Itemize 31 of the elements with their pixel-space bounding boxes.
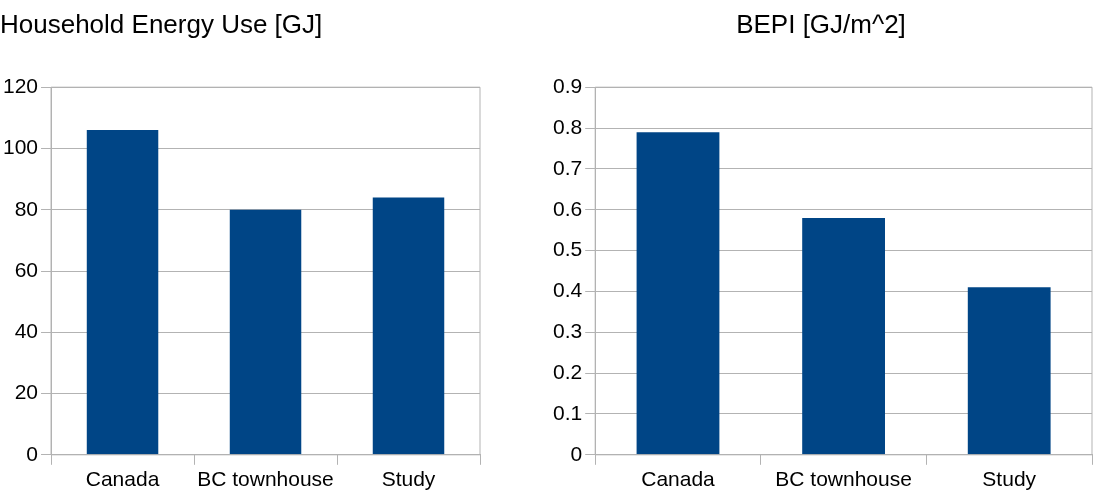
x-tick-label: BC townhouse	[197, 467, 334, 491]
bar	[86, 130, 159, 455]
y-tick-label: 0.3	[552, 319, 583, 343]
bar	[802, 217, 885, 455]
x-tick-label: Study	[982, 467, 1037, 491]
y-tick-label: 80	[14, 196, 39, 220]
y-tick-label: 100	[2, 135, 39, 159]
x-tick-label: Study	[381, 467, 436, 491]
y-tick-label: 0.9	[552, 74, 583, 97]
y-tick-label: 0	[26, 441, 39, 465]
y-tick-label: 0.7	[552, 155, 583, 179]
chart-title: Household Energy Use [GJ]	[0, 8, 323, 39]
y-tick-label: 0.8	[552, 114, 583, 138]
y-tick-label: 0.6	[552, 196, 583, 220]
bar	[636, 132, 720, 455]
y-tick-label: 0.4	[552, 278, 583, 302]
y-tick-label: 20	[14, 380, 39, 404]
y-tick-label: 60	[14, 257, 39, 281]
y-tick-label: 40	[14, 319, 39, 343]
y-tick-label: 0.5	[552, 237, 583, 261]
chart-title: BEPI [GJ/m^2]	[736, 8, 906, 39]
y-tick-label: 0	[570, 441, 583, 465]
x-tick-label: Canada	[641, 467, 716, 491]
x-tick-label: BC townhouse	[775, 467, 912, 491]
y-tick-label: 0.1	[552, 400, 583, 424]
bar	[967, 287, 1051, 455]
y-tick-label: 120	[2, 74, 39, 97]
bar	[229, 209, 302, 455]
bar	[372, 197, 445, 455]
x-tick-label: Canada	[85, 467, 160, 491]
y-tick-label: 0.2	[552, 359, 583, 383]
